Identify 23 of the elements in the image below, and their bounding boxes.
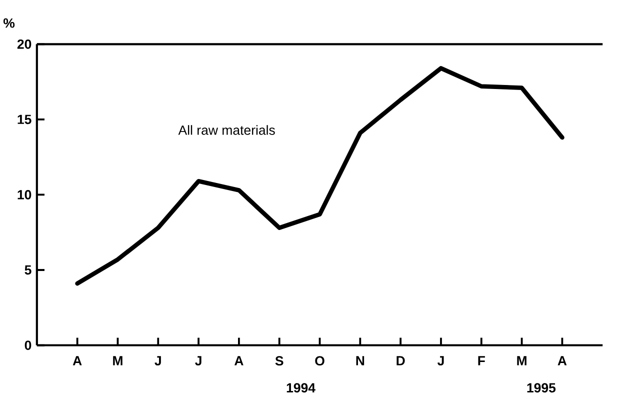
y-tick-label: 10	[18, 190, 32, 200]
text: 1994	[286, 383, 316, 392]
x-tick-label: A	[558, 356, 567, 366]
x-tick-label: J	[438, 356, 444, 366]
y-tick-label: 20	[17, 39, 32, 49]
x-tick-label: F	[478, 356, 485, 366]
text: 1995	[527, 383, 556, 392]
y-tick-label: 0	[24, 340, 32, 350]
x-tick-label: J	[195, 356, 202, 366]
y-tick-label: 5	[24, 265, 32, 275]
x-tick-label: N	[356, 356, 364, 366]
y-tick-label: 15	[18, 114, 32, 124]
x-tick-label: M	[113, 356, 122, 366]
x-tick-label: J	[154, 356, 161, 366]
text: All raw materials	[178, 125, 275, 135]
line-series	[75, 66, 564, 286]
x-tick-label: A	[72, 356, 82, 366]
x-tick-label: O	[315, 356, 324, 366]
x-tick-label: A	[234, 356, 244, 366]
y-axis-title: %	[3, 18, 15, 28]
x-tick-label: M	[517, 356, 526, 366]
x-tick-label: D	[396, 356, 405, 366]
x-tick-label: S	[275, 356, 284, 366]
